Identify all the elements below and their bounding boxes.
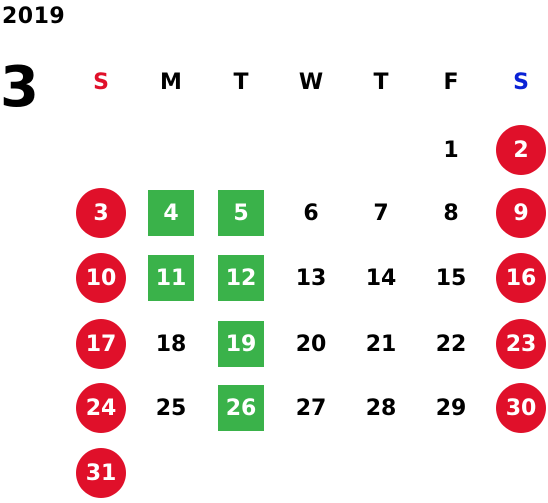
highlighted-day-number: 4 (148, 190, 194, 236)
empty-cell (276, 443, 346, 503)
weekday-thursday: T (373, 69, 389, 95)
day-number: 6 (303, 200, 319, 226)
day-number: 1 (443, 137, 459, 163)
holiday-day-number: 17 (76, 319, 126, 369)
holiday-day-number: 3 (76, 188, 126, 238)
week-row: 10 11 12 13 14 15 16 (66, 248, 548, 308)
highlighted-day-number: 11 (148, 255, 194, 301)
day-cell[interactable]: 29 (416, 378, 486, 438)
day-number: 18 (155, 331, 187, 357)
weekday-monday: M (160, 69, 182, 95)
day-cell[interactable]: 31 (66, 443, 136, 503)
day-cell[interactable]: 21 (346, 314, 416, 374)
day-number: 22 (435, 331, 467, 357)
day-cell[interactable]: 25 (136, 378, 206, 438)
weekday-saturday: S (513, 69, 529, 95)
day-cell[interactable]: 28 (346, 378, 416, 438)
day-number: 28 (365, 395, 397, 421)
day-cell[interactable]: 14 (346, 248, 416, 308)
weekday-tuesday: T (233, 69, 249, 95)
weekday-wednesday: W (298, 69, 324, 95)
highlighted-day-number: 26 (218, 385, 264, 431)
empty-cell (206, 120, 276, 180)
holiday-day-number: 16 (496, 253, 546, 303)
week-row: 17 18 19 20 21 22 23 (66, 314, 548, 374)
day-cell[interactable]: 20 (276, 314, 346, 374)
day-cell[interactable]: 23 (486, 314, 548, 374)
holiday-day-number: 10 (76, 253, 126, 303)
empty-cell (206, 443, 276, 503)
week-row: 31 (66, 443, 548, 503)
day-cell[interactable]: 1 (416, 120, 486, 180)
weekday-header: S M T W T F S (66, 62, 548, 102)
day-cell[interactable]: 5 (206, 183, 276, 243)
holiday-day-number: 31 (76, 448, 126, 498)
highlighted-day-number: 19 (218, 321, 264, 367)
day-cell[interactable]: 2 (486, 120, 548, 180)
day-cell[interactable]: 13 (276, 248, 346, 308)
day-number: 7 (373, 200, 389, 226)
day-number: 29 (435, 395, 467, 421)
day-cell[interactable]: 3 (66, 183, 136, 243)
day-number: 27 (295, 395, 327, 421)
day-number: 8 (443, 200, 459, 226)
week-row: 24 25 26 27 28 29 30 (66, 378, 548, 438)
holiday-day-number: 2 (496, 125, 546, 175)
year-label: 2019 (2, 4, 66, 29)
day-number: 15 (435, 265, 467, 291)
day-cell[interactable]: 12 (206, 248, 276, 308)
day-cell[interactable]: 7 (346, 183, 416, 243)
day-cell[interactable]: 10 (66, 248, 136, 308)
empty-cell (416, 443, 486, 503)
empty-cell (136, 120, 206, 180)
month-label: 3 (0, 55, 39, 120)
day-cell[interactable]: 24 (66, 378, 136, 438)
holiday-day-number: 23 (496, 319, 546, 369)
day-cell[interactable]: 16 (486, 248, 548, 308)
day-cell[interactable]: 6 (276, 183, 346, 243)
empty-cell (346, 120, 416, 180)
empty-cell (276, 120, 346, 180)
highlighted-day-number: 5 (218, 190, 264, 236)
day-cell[interactable]: 4 (136, 183, 206, 243)
holiday-day-number: 24 (76, 383, 126, 433)
day-cell[interactable]: 26 (206, 378, 276, 438)
day-number: 14 (365, 265, 397, 291)
day-cell[interactable]: 17 (66, 314, 136, 374)
empty-cell (346, 443, 416, 503)
empty-cell (486, 443, 548, 503)
holiday-day-number: 9 (496, 188, 546, 238)
day-cell[interactable]: 19 (206, 314, 276, 374)
day-cell[interactable]: 9 (486, 183, 548, 243)
day-number: 13 (295, 265, 327, 291)
day-cell[interactable]: 30 (486, 378, 548, 438)
day-number: 20 (295, 331, 327, 357)
empty-cell (66, 120, 136, 180)
holiday-day-number: 30 (496, 383, 546, 433)
empty-cell (136, 443, 206, 503)
weekday-friday: F (443, 69, 459, 95)
highlighted-day-number: 12 (218, 255, 264, 301)
day-cell[interactable]: 15 (416, 248, 486, 308)
day-number: 21 (365, 331, 397, 357)
day-cell[interactable]: 8 (416, 183, 486, 243)
day-number: 25 (155, 395, 187, 421)
weekday-sunday: S (93, 69, 109, 95)
day-cell[interactable]: 22 (416, 314, 486, 374)
day-cell[interactable]: 11 (136, 248, 206, 308)
day-cell[interactable]: 27 (276, 378, 346, 438)
day-cell[interactable]: 18 (136, 314, 206, 374)
